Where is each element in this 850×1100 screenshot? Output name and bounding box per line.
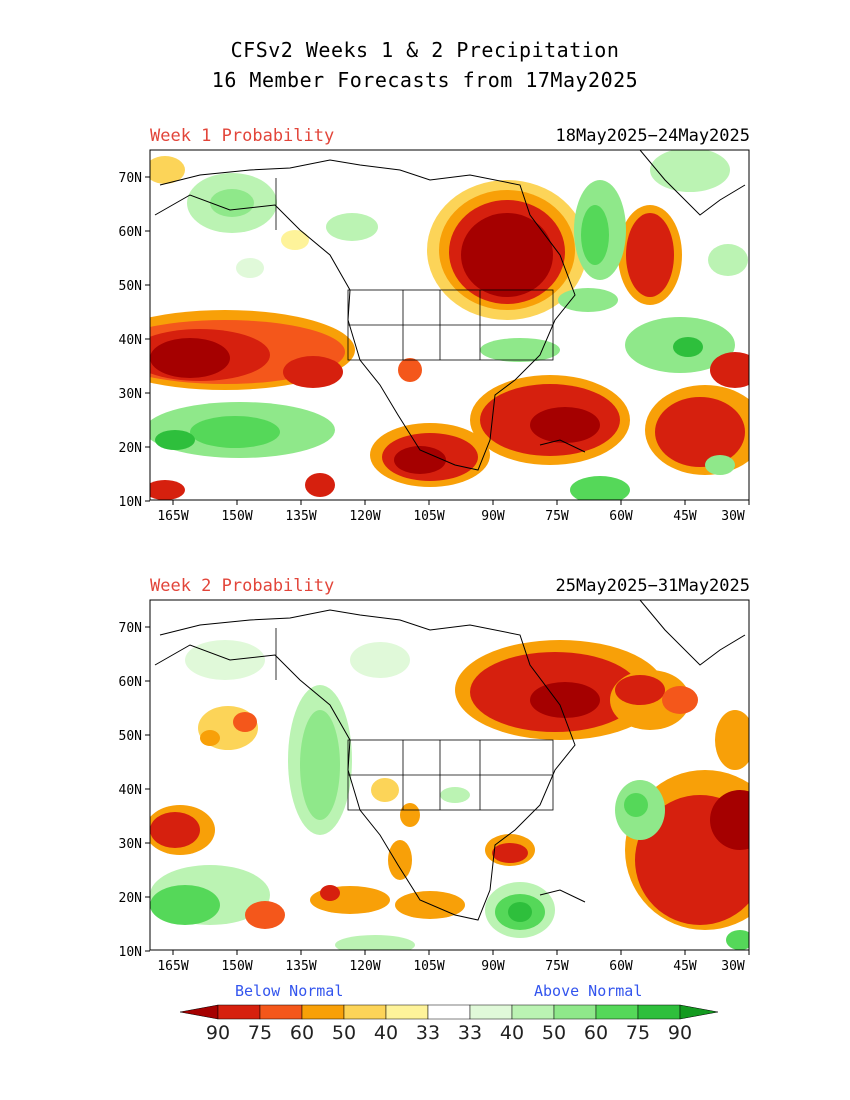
lat-label: 20N <box>119 891 142 906</box>
week2-date-range: 25May2025−31May2025 <box>555 576 750 596</box>
colorbar-tick-label: 50 <box>542 1022 566 1044</box>
colorbar-tick-label: 75 <box>626 1022 650 1044</box>
lon-label: 75W <box>545 959 569 974</box>
week1-date-range: 18May2025−24May2025 <box>555 126 750 146</box>
week2-probability-field <box>150 600 749 950</box>
colorbar-box <box>427 1004 471 1020</box>
colorbar-tick-label: 60 <box>290 1022 314 1044</box>
colorbar-tick-label: 90 <box>668 1022 692 1044</box>
week2-map: 70N 60N 50N 40N 30N 20N 10N 165W 150W 135W 120W 105… <box>119 599 750 974</box>
lon-label: 150W <box>221 509 252 524</box>
colorbar-tick-label: 50 <box>332 1022 356 1044</box>
lon-label: 90W <box>481 959 505 974</box>
lat-label: 60N <box>119 675 142 690</box>
lon-label: 165W <box>157 959 188 974</box>
week2-axis-ticks: 70N 60N 50N 40N 30N 20N 10N 165W 150W 135W 120W 105… <box>119 621 750 974</box>
lon-label: 120W <box>349 959 380 974</box>
week2-label: Week 2 Probability <box>150 576 335 596</box>
lon-label: 75W <box>545 509 569 524</box>
lon-label: 90W <box>481 509 505 524</box>
below-normal-label: Below Normal <box>235 982 344 1000</box>
lon-label: 45W <box>673 509 697 524</box>
colorbar-tick-label: 90 <box>206 1022 230 1044</box>
week1-label: Week 1 Probability <box>150 126 335 146</box>
colorbar-box <box>217 1004 261 1020</box>
week1-map: 70N 60N 50N 40N 30N 20N 10N 165W 150W 135W 120W 105… <box>119 149 750 524</box>
colorbar-tick-label: 33 <box>458 1022 482 1044</box>
colorbar-tick-label: 60 <box>584 1022 608 1044</box>
lat-label: 10N <box>119 945 142 960</box>
colorbar-box <box>469 1004 513 1020</box>
lon-label: 60W <box>609 959 633 974</box>
colorbar-box <box>343 1004 387 1020</box>
lon-label: 105W <box>413 509 444 524</box>
lat-label: 10N <box>119 495 142 510</box>
colorbar-tick-label: 75 <box>248 1022 272 1044</box>
lat-label: 50N <box>119 279 142 294</box>
probability-colorbar: 90 75 60 50 40 33 33 40 50 60 75 90 <box>179 1004 719 1044</box>
lon-label: 60W <box>609 509 633 524</box>
lat-label: 50N <box>119 729 142 744</box>
lon-label: 135W <box>285 509 316 524</box>
colorbar-arrow-below <box>179 1004 219 1020</box>
colorbar-box <box>301 1004 345 1020</box>
lon-label: 165W <box>157 509 188 524</box>
lon-label: 30W <box>721 959 745 974</box>
colorbar-box <box>259 1004 303 1020</box>
lon-label: 150W <box>221 959 252 974</box>
lon-label: 30W <box>721 509 745 524</box>
colorbar-box <box>637 1004 681 1020</box>
lon-label: 135W <box>285 959 316 974</box>
colorbar-tick-label: 40 <box>374 1022 398 1044</box>
lat-label: 40N <box>119 333 142 348</box>
colorbar-box <box>385 1004 429 1020</box>
lat-label: 60N <box>119 225 142 240</box>
lon-label: 45W <box>673 959 697 974</box>
lon-label: 105W <box>413 959 444 974</box>
lat-label: 70N <box>119 621 142 636</box>
colorbar-arrow-above <box>679 1004 719 1020</box>
lat-label: 20N <box>119 441 142 456</box>
week1-axis-ticks: 70N 60N 50N 40N 30N 20N 10N 165W 150W 135W 120W 105… <box>119 171 750 524</box>
above-normal-label: Above Normal <box>534 982 643 1000</box>
lat-label: 30N <box>119 387 142 402</box>
colorbar-box <box>553 1004 597 1020</box>
chart-title: CFSv2 Weeks 1 & 2 Precipitation <box>230 38 620 62</box>
colorbar-box <box>595 1004 639 1020</box>
chart-subtitle: 16 Member Forecasts from 17May2025 <box>211 68 639 92</box>
colorbar-tick-label: 40 <box>500 1022 524 1044</box>
lat-label: 30N <box>119 837 142 852</box>
lon-label: 120W <box>349 509 380 524</box>
lat-label: 40N <box>119 783 142 798</box>
lat-label: 70N <box>119 171 142 186</box>
colorbar-box <box>511 1004 555 1020</box>
colorbar-tick-label: 33 <box>416 1022 440 1044</box>
week1-probability-field <box>150 150 749 500</box>
